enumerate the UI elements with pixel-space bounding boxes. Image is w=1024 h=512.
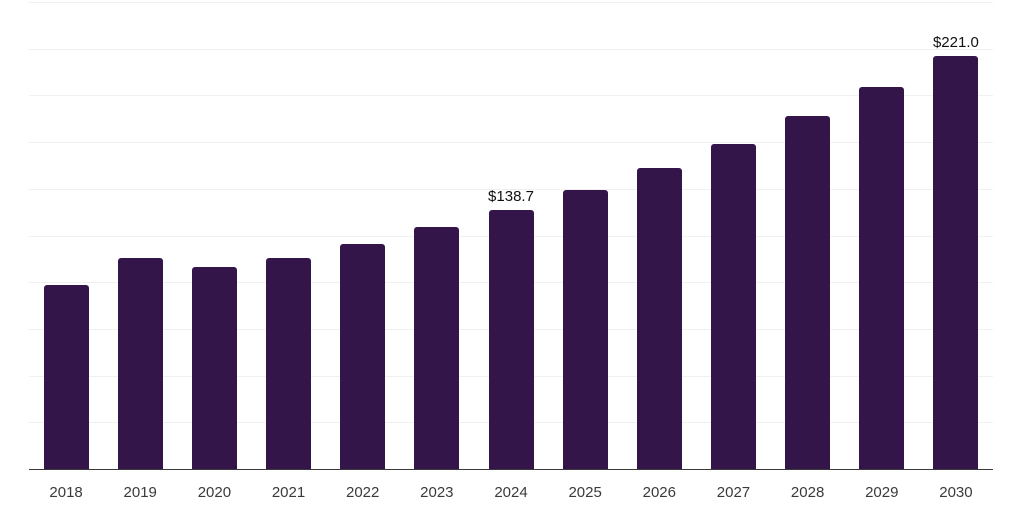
x-tick-2023: 2023 (420, 484, 454, 501)
x-tick-2026: 2026 (642, 484, 676, 501)
value-label-2030: $221.0 (932, 34, 979, 52)
x-tick-2022: 2022 (346, 484, 380, 501)
bar-2029 (859, 86, 905, 469)
x-tick-2025: 2025 (568, 484, 602, 501)
bar-2024 (488, 209, 534, 469)
gridline-250 (29, 2, 993, 3)
bar-2022 (340, 244, 386, 469)
x-tick-2027: 2027 (716, 484, 751, 501)
bar-2028 (785, 115, 831, 469)
x-tick-2024: 2024 (494, 484, 528, 501)
bar-2030 (933, 56, 979, 469)
x-tick-2030: 2030 (939, 484, 973, 501)
value-label-2024: $138.7 (488, 187, 534, 205)
x-tick-2021: 2021 (271, 484, 306, 501)
plot-area: $138.7 $221.0 (29, 2, 993, 469)
bar-2019 (117, 258, 163, 469)
bar-2018 (43, 284, 89, 469)
gridline-175 (29, 142, 993, 144)
x-tick-2019: 2019 (123, 484, 157, 501)
gridline-225 (29, 48, 993, 50)
bar-2026 (636, 167, 682, 469)
bar-2021 (266, 257, 312, 469)
x-tick-2028: 2028 (790, 484, 825, 501)
bar-2025 (562, 189, 608, 469)
gridline-150 (29, 188, 993, 190)
x-tick-2029: 2029 (865, 484, 899, 501)
x-axis-line (29, 468, 993, 470)
gridline-200 (29, 95, 993, 97)
bar-2023 (414, 227, 460, 469)
x-axis: 2018 2019 2020 2021 2022 2023 2024 2025 2026 2027… (29, 483, 993, 505)
x-tick-2020: 2020 (197, 484, 232, 501)
x-tick-2018: 2018 (49, 484, 83, 501)
bar-2020 (191, 267, 237, 469)
bar-2027 (710, 143, 756, 469)
